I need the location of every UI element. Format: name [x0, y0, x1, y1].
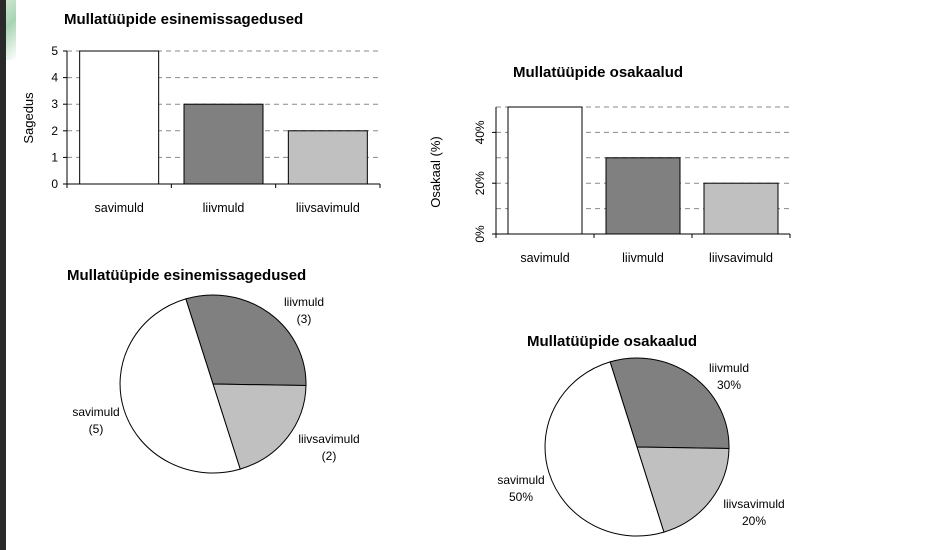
bar-chart-frequencies: Mullatüüpide esinemissagedused Sagedus 0…	[21, 11, 381, 215]
slice-liivmuld	[609, 357, 730, 450]
category-label: savimuld	[95, 201, 144, 215]
slice-label: savimuld	[497, 473, 544, 487]
bar-liivmuld	[605, 157, 681, 235]
y-tick-label: 2	[51, 124, 58, 138]
slice-liivmuld	[185, 294, 307, 387]
y-tick-label: 40%	[473, 120, 487, 144]
y-axis-label: Sagedus	[21, 92, 36, 144]
y-tick-label: 5	[51, 44, 58, 58]
y-tick-label: 1	[51, 150, 58, 164]
category-label: liivsavimuld	[709, 251, 773, 265]
slice-label: liivsavimuld	[723, 497, 784, 511]
bar-liivsavimuld	[703, 182, 779, 235]
slice-liivsavimuld	[636, 446, 730, 533]
bar-liivsavimuld	[287, 130, 368, 185]
chart-title: Mullatüüpide osakaalud	[527, 333, 697, 350]
bar-savimuld	[79, 50, 160, 185]
y-tick-label: 0	[51, 177, 58, 191]
slice-value-label: (5)	[89, 422, 104, 436]
slice-value-label: (2)	[322, 449, 337, 463]
y-tick-label: 20%	[473, 171, 487, 195]
slice-savimuld	[544, 361, 665, 537]
y-tick-label: 0%	[473, 225, 487, 243]
slice-liivsavimuld	[212, 383, 307, 470]
pie-chart-frequencies: Mullatüüpide esinemissagedused liivmuld (…	[67, 267, 360, 474]
bar-savimuld	[507, 106, 583, 235]
y-tick-label: 3	[51, 97, 58, 111]
slice-label: liivmuld	[709, 361, 749, 375]
chart-title: Mullatüüpide esinemissagedused	[67, 267, 306, 284]
y-axis-label: Osakaal (%)	[428, 136, 443, 208]
y-tick-label: 4	[51, 71, 58, 85]
bar-liivmuld	[183, 103, 264, 185]
bar-chart-shares: Mullatüüpide osakaalud Osakaal (%) 0% 20%…	[428, 64, 791, 265]
slice-value-label: 50%	[509, 490, 533, 504]
slice-label: liivmuld	[284, 295, 324, 309]
left-edge-bar	[0, 0, 6, 550]
slice-label: liivsavimuld	[298, 432, 359, 446]
slice-value-label: 30%	[717, 378, 741, 392]
chart-title: Mullatüüpide osakaalud	[513, 64, 683, 81]
slice-value-label: 20%	[742, 514, 766, 528]
category-label: liivsavimuld	[296, 201, 360, 215]
category-label: liivmuld	[622, 251, 664, 265]
category-label: liivmuld	[203, 201, 245, 215]
slice-value-label: (3)	[297, 312, 312, 326]
chart-title: Mullatüüpide esinemissagedused	[64, 11, 303, 28]
category-label: savimuld	[520, 251, 569, 265]
pie-chart-shares: Mullatüüpide osakaalud liivmuld 30% liivsa…	[497, 333, 785, 537]
slice-label: savimuld	[72, 405, 119, 419]
slice-savimuld	[119, 298, 241, 474]
